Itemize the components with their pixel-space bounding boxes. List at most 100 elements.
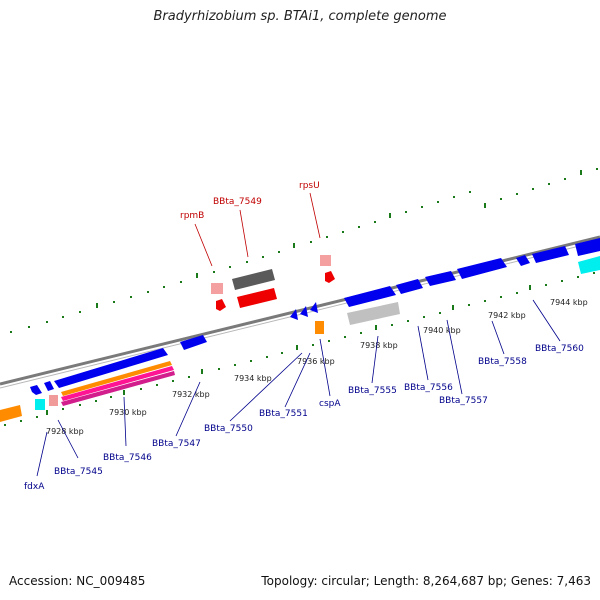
inner-tick — [36, 416, 38, 418]
reverse-strand-genes — [211, 255, 335, 311]
gene-rpmB — [216, 299, 226, 311]
inner-tick — [156, 384, 158, 386]
gene-cyan-right-edge — [578, 256, 600, 274]
gene-BBta_7546 — [54, 348, 168, 388]
outer-tick — [374, 221, 376, 223]
gene-BBta_7546-stripe-pink — [61, 366, 174, 401]
inner-tick — [529, 285, 531, 290]
inner-tick — [123, 390, 125, 395]
inner-tick — [344, 336, 346, 338]
leader-cspA — [319, 338, 331, 397]
label-cspA: cspA — [319, 399, 341, 409]
outer-tick — [79, 311, 81, 313]
gene-small-blue — [44, 381, 54, 391]
inner-tick — [328, 340, 330, 342]
leader-BBta_7547 — [175, 381, 201, 437]
inner-tick — [516, 292, 518, 294]
scale-label: 7936 kbp — [297, 357, 335, 366]
inner-tick — [20, 420, 22, 422]
label-BBta_7557: BBta_7557 — [439, 396, 488, 406]
label-BBta_7555: BBta_7555 — [348, 386, 397, 396]
outer-tick — [358, 226, 360, 228]
outer-tick — [278, 251, 280, 253]
gene-fdxA — [30, 385, 42, 395]
outer-tick-track — [10, 168, 598, 333]
outer-tick — [196, 273, 198, 278]
leader-BBta_7545 — [57, 419, 79, 459]
outer-tick — [389, 213, 391, 218]
inner-tick — [234, 364, 236, 366]
scale-label: 7940 kbp — [423, 326, 461, 335]
outer-tick — [293, 243, 295, 248]
inner-tick — [110, 396, 112, 398]
gene-BBta_7551b — [310, 302, 318, 313]
label-BBta_7546: BBta_7546 — [103, 453, 152, 463]
outer-tick — [421, 206, 423, 208]
outer-tick — [516, 193, 518, 195]
outer-tick — [62, 316, 64, 318]
outer-tick — [310, 241, 312, 243]
inner-tick — [312, 344, 314, 346]
outer-tick — [484, 203, 486, 208]
gene-BBta_7546-stripe-magenta — [61, 371, 175, 406]
inner-tick — [375, 325, 377, 330]
leader-BBta_7560 — [532, 299, 561, 342]
outer-tick — [532, 188, 534, 190]
outer-tick — [469, 191, 471, 193]
scale-label: 7934 kbp — [234, 374, 272, 383]
inner-tick — [407, 320, 409, 322]
forward-strand-genes — [0, 238, 600, 422]
label-BBta_7551: BBta_7551 — [259, 409, 308, 419]
inner-tick — [250, 360, 252, 362]
gene-rpsU — [325, 271, 335, 283]
leader-fdxA — [36, 431, 48, 477]
gene-BBta_7549 — [237, 288, 277, 308]
leader-rpmB — [194, 223, 213, 267]
inner-tick — [188, 376, 190, 378]
inner-tick — [500, 296, 502, 298]
inner-tick — [468, 304, 470, 306]
leader-BBta_7549 — [239, 209, 249, 258]
outer-tick — [180, 281, 182, 283]
outer-tick — [163, 286, 165, 288]
label-BBta_7545: BBta_7545 — [54, 467, 103, 477]
leader-BBta_7550 — [229, 352, 303, 422]
outer-tick — [113, 301, 115, 303]
outer-tick — [548, 183, 550, 185]
outer-tick — [46, 321, 48, 323]
gene-BBta_7551a — [300, 306, 308, 317]
leader-lines — [36, 192, 561, 477]
outer-tick — [147, 291, 149, 293]
inner-tick — [391, 324, 393, 326]
gene-BBta_7557 — [425, 271, 456, 286]
outer-tick — [580, 170, 582, 175]
label-BBta_7558: BBta_7558 — [478, 357, 527, 367]
inner-tick — [218, 368, 220, 370]
gene-cspA — [315, 321, 324, 334]
inner-tick — [452, 305, 454, 310]
inner-tick — [46, 410, 48, 415]
leader-BBta_7555 — [371, 335, 379, 384]
outer-tick — [96, 303, 98, 308]
accession-text: Accession: NC_009485 — [9, 574, 146, 588]
gene-BBta_7547 — [180, 335, 207, 350]
scale-label: 7938 kbp — [360, 341, 398, 350]
scale-label: 7930 kbp — [109, 408, 147, 417]
inner-tick — [561, 280, 563, 282]
label-BBta_7550: BBta_7550 — [204, 424, 253, 434]
inner-tick — [4, 424, 6, 426]
outer-tick — [437, 201, 439, 203]
inner-tick — [62, 408, 64, 410]
label-fdxA: fdxA — [24, 482, 45, 492]
gene-small-blue-2 — [516, 255, 530, 266]
gene-rpsU-rna-block — [320, 255, 331, 266]
inner-tick — [172, 380, 174, 382]
gene-cyan-left — [35, 399, 45, 410]
scale-label: 7932 kbp — [172, 390, 210, 399]
scale-label: 7942 kbp — [488, 311, 526, 320]
inner-tick-track — [4, 272, 595, 426]
gene-BBta_7549-block — [232, 269, 275, 290]
outer-tick — [28, 326, 30, 328]
outer-tick — [500, 198, 502, 200]
